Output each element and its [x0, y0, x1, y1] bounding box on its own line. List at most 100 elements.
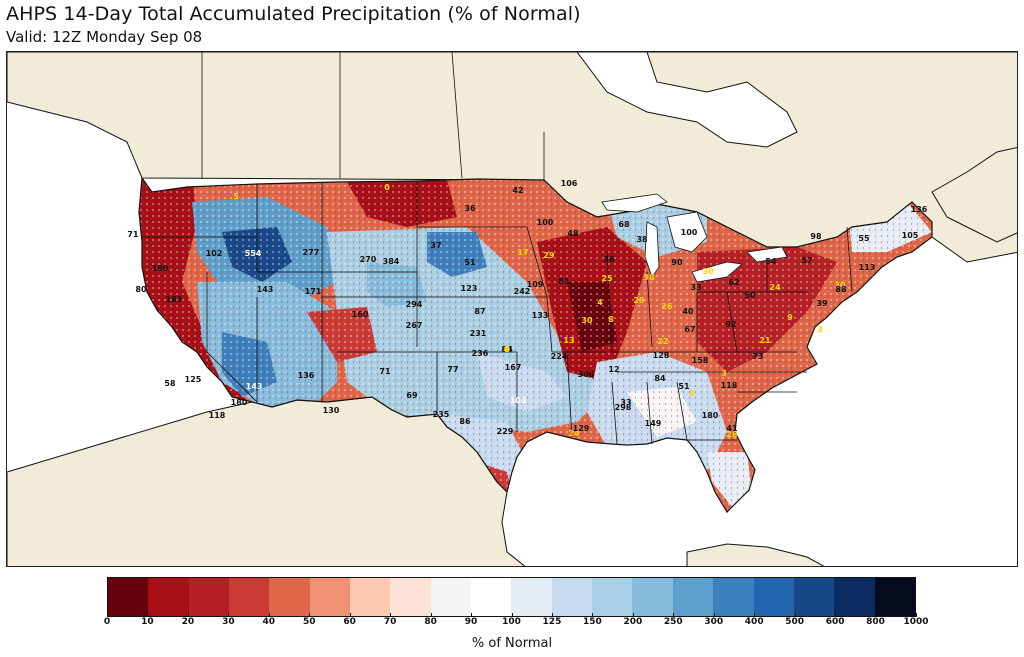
colorbar-swatch: [511, 578, 552, 616]
colorbar: [107, 577, 916, 617]
map-value-label: 25: [601, 274, 613, 283]
colorbar-swatches: [107, 577, 916, 617]
colorbar-tick-label: 90: [464, 617, 478, 627]
colorbar-tick-mark: [309, 613, 311, 617]
colorbar-tick-label: 300: [704, 617, 724, 627]
colorbar-tick-mark: [835, 613, 837, 617]
map-value-label: 294: [406, 300, 423, 309]
map-value-label: 87: [474, 307, 485, 316]
map-value-label: 180: [231, 398, 248, 407]
colorbar-swatch: [269, 578, 310, 616]
map-value-label: 90: [671, 258, 683, 267]
colorbar-swatch: [188, 578, 230, 616]
map-value-label: 9: [787, 313, 793, 322]
map-value-label: 270: [360, 255, 377, 264]
colorbar-tick-label: 200: [623, 617, 643, 627]
colorbar-tick-mark: [268, 613, 270, 617]
colorbar-tick-mark: [511, 613, 513, 617]
map-value-label: 24: [501, 345, 513, 354]
map-value-label: 92: [725, 320, 736, 329]
map-value-label: 100: [681, 228, 698, 237]
map-value-label: 180: [702, 411, 719, 420]
colorbar-tick-label: 10: [141, 617, 154, 627]
colorbar-tick-label: 60: [343, 617, 356, 627]
map-value-label: 98: [810, 232, 822, 241]
map-value-label: 40: [682, 307, 694, 316]
map-value-label: 41: [726, 424, 738, 433]
map-value-label: 242: [514, 287, 531, 296]
map-value-label: 103: [510, 396, 527, 405]
map-title: AHPS 14-Day Total Accumulated Precipitat…: [6, 3, 581, 25]
map-value-label: 224: [551, 352, 568, 361]
map-value-label: 71: [379, 367, 391, 376]
map-value-label: 5: [689, 389, 695, 398]
colorbar-tick-label: 250: [663, 617, 683, 627]
map-value-label: 30: [702, 267, 714, 276]
map-value-label: 4: [597, 298, 603, 307]
colorbar-swatch: [834, 578, 875, 616]
colorbar-swatch: [108, 578, 149, 616]
map-value-label: 77: [447, 365, 458, 374]
colorbar-swatch: [148, 578, 189, 616]
map-value-label: 136: [911, 205, 928, 214]
hudson-bay: [576, 52, 798, 148]
colorbar-tick-label: 50: [302, 617, 316, 627]
colorbar-tick-mark: [754, 613, 756, 617]
map-value-label: 28: [726, 430, 738, 439]
map-value-label: 231: [470, 329, 487, 338]
colorbar-swatch: [592, 578, 633, 616]
map-value-label: 8: [608, 315, 614, 324]
colorbar-swatch: [309, 578, 351, 616]
colorbar-swatch: [390, 578, 431, 616]
colorbar-tick-mark: [390, 613, 392, 617]
colorbar-tick-label: 30: [222, 617, 235, 627]
map-value-label: 81: [558, 277, 570, 286]
colorbar-tick-label: 500: [785, 617, 805, 627]
colorbar-tick-mark: [147, 613, 149, 617]
colorbar-tick-label: 1000: [903, 617, 929, 627]
map-value-label: 88: [835, 285, 847, 294]
colorbar-swatch: [430, 578, 472, 616]
map-value-label: 183: [166, 295, 183, 304]
map-value-label: 84: [654, 374, 666, 383]
colorbar-tick-mark: [228, 613, 230, 617]
colorbar-swatch: [471, 578, 512, 616]
state-boundaries: [142, 52, 853, 445]
colorbar-tick-mark: [187, 613, 189, 617]
map-value-label: 113: [859, 263, 876, 272]
map-value-label: 143: [246, 382, 263, 391]
map-value-label: 554: [245, 249, 262, 258]
map-value-label: 29: [543, 251, 555, 260]
map-value-label: 160: [352, 310, 369, 319]
map-value-label: 171: [305, 287, 322, 296]
colorbar-tick-label: 40: [262, 617, 276, 627]
colorbar-tick-label: 150: [582, 617, 602, 627]
colorbar-tick-mark: [471, 613, 473, 617]
map-value-label: 0: [504, 345, 510, 354]
map-value-label: 236: [472, 349, 489, 358]
map-value-label: 128: [653, 351, 670, 360]
map-value-label: 235: [433, 410, 450, 419]
map-value-label: 36: [603, 255, 615, 264]
map-value-label: 71: [127, 230, 139, 239]
colorbar-tick-mark: [794, 613, 796, 617]
map-value-label: 5: [233, 192, 239, 201]
map-value-label: 80: [135, 285, 147, 294]
map-value-label: 58: [164, 379, 176, 388]
colorbar-tick-mark: [673, 613, 675, 617]
colorbar-ticks: 0 10 20 30 40 50 60 70 80 90 100 125 150 200 250 300 400…: [104, 613, 929, 637]
map-value-label: 0: [504, 345, 510, 354]
colorbar-tick-label: 800: [866, 617, 885, 627]
colorbar-tick-label: 125: [542, 617, 562, 627]
map-value-label: 30: [581, 316, 593, 325]
map-value-label: 118: [721, 381, 738, 390]
map-value-label: 33: [620, 398, 631, 407]
map-value-label: 3: [817, 325, 823, 334]
great-lakes: [601, 193, 788, 283]
map-value-label: 0: [384, 183, 390, 192]
colorbar-tick-label: 70: [383, 617, 397, 627]
map-value-label: 180: [152, 264, 169, 273]
map-value-label: 0: [504, 345, 510, 354]
map-value-label: 22: [657, 337, 668, 346]
precipitation-map: 0 5 42 106 36 100 48 68 38 100 136 98 55 105 57 54 113 71…: [6, 51, 1018, 567]
